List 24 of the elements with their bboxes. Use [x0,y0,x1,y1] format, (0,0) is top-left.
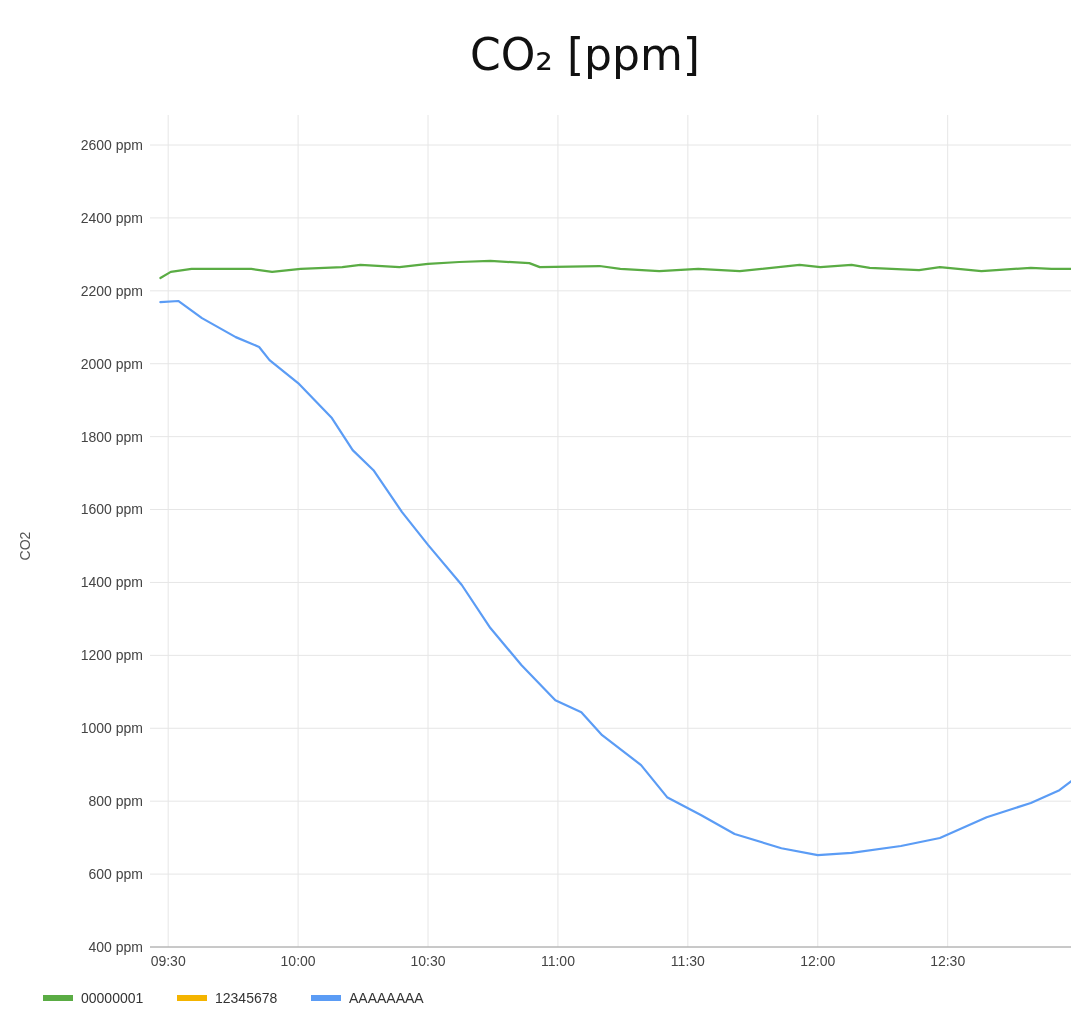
x-tick-label: 09:30 [150,953,186,969]
y-tick-label: 2600 ppm [80,136,143,153]
chart-title: CO₂ [ppm] [469,29,701,80]
x-tick-label: 12:30 [930,953,966,969]
y-tick-label: 1200 ppm [80,647,143,664]
y-tick-label: 400 ppm [88,938,143,955]
y-tick-label: 600 ppm [88,865,143,882]
y-tick-label: 1000 ppm [80,720,143,737]
y-tick-label: 1600 ppm [80,501,143,518]
y-tick-label: 2000 ppm [80,355,143,372]
y-tick-label: 2400 ppm [80,209,143,226]
legend-label: 12345678 [215,989,278,1006]
x-tick-label: 10:00 [280,953,316,969]
legend-label: 00000001 [81,989,144,1006]
y-tick-label: 1400 ppm [80,574,143,591]
y-tick-label: 1800 ppm [80,428,143,445]
legend-label: AAAAAAAA [349,989,425,1006]
y-tick-label: 2200 ppm [80,282,143,299]
x-tick-label: 12:00 [800,953,836,969]
x-tick-label: 11:30 [670,953,706,969]
y-axis-title: CO2 [17,531,33,561]
x-tick-label: 11:00 [540,953,576,969]
x-tick-label: 10:30 [410,953,446,969]
y-tick-label: 800 ppm [88,793,143,810]
